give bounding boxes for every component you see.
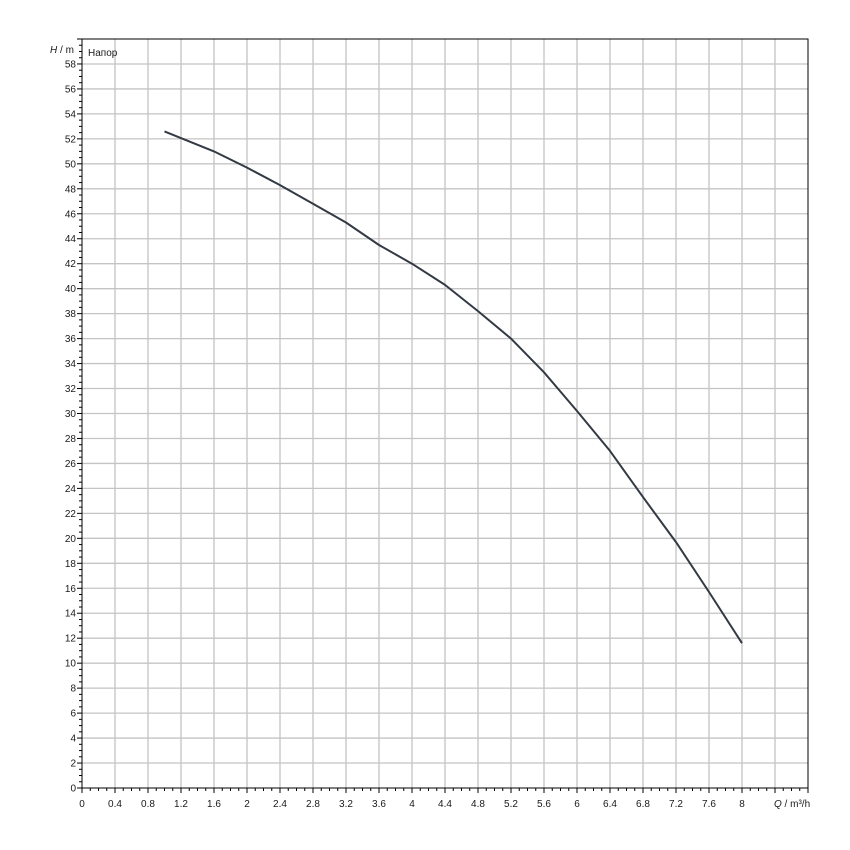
y-tick-label: 56 (65, 84, 77, 95)
x-tick-label: 3.6 (372, 799, 386, 810)
x-tick-label: 2.8 (306, 799, 320, 810)
y-tick-label: 42 (65, 259, 77, 270)
x-tick-label: 5.2 (504, 799, 518, 810)
grid (82, 39, 808, 788)
y-tick-label: 20 (65, 534, 77, 545)
y-tick-label: 24 (65, 484, 77, 495)
ticks: 0 0.4 0.8 1.2 1.6 2 2.4 2.8 3.2 3.6 4 4.4 4.8 5.2 5.6 6… (65, 38, 809, 810)
y-tick-label: 2 (70, 759, 76, 770)
y-tick-label: 40 (65, 284, 77, 295)
x-tick-label: 1.6 (207, 799, 221, 810)
y-tick-label: 16 (65, 584, 77, 595)
y-tick-label: 52 (65, 134, 77, 145)
y-tick-label: 36 (65, 334, 77, 345)
y-tick-label: 58 (65, 59, 77, 70)
x-tick-label: 0.8 (141, 799, 155, 810)
x-tick-label: 6 (574, 799, 580, 810)
y-tick-label: 22 (65, 509, 77, 520)
x-tick-label: 2.4 (273, 799, 287, 810)
head-curve-line (164, 130, 743, 644)
y-tick-label: 32 (65, 384, 77, 395)
y-tick-label: 54 (65, 109, 77, 120)
x-tick-label: 8 (739, 799, 745, 810)
y-tick-label: 18 (65, 559, 77, 570)
y-tick-label: 34 (65, 359, 77, 370)
x-tick-label: 7.2 (669, 799, 683, 810)
x-axis-label: Q / m³/h (774, 799, 810, 810)
x-tick-label: 0 (79, 799, 85, 810)
x-tick-label: 6.4 (603, 799, 617, 810)
y-tick-label: 28 (65, 434, 77, 445)
y-tick-label: 44 (65, 234, 77, 245)
y-tick-label: 12 (65, 634, 77, 645)
x-tick-label: 3.2 (339, 799, 353, 810)
x-axis-symbol: Q (774, 799, 782, 810)
y-tick-label: 8 (70, 684, 76, 695)
x-tick-label: 7.6 (702, 799, 716, 810)
y-axis-symbol: H (50, 45, 58, 56)
y-axis-label: H / m (50, 45, 74, 56)
x-tick-label: 4.4 (438, 799, 452, 810)
y-tick-label: 30 (65, 409, 77, 420)
series (164, 130, 743, 644)
x-tick-label: 4.8 (471, 799, 485, 810)
x-tick-label: 1.2 (174, 799, 188, 810)
x-tick-label: 2 (244, 799, 250, 810)
y-tick-label: 50 (65, 159, 77, 170)
legend-label: Напор (88, 48, 118, 59)
y-tick-label: 26 (65, 459, 77, 470)
y-tick-label: 4 (70, 734, 76, 745)
x-tick-label: 5.6 (537, 799, 551, 810)
x-tick-label: 0.4 (108, 799, 122, 810)
x-axis-unit: m³/h (790, 799, 810, 810)
y-tick-label: 46 (65, 209, 77, 220)
y-tick-label: 48 (65, 184, 77, 195)
x-tick-label: 4 (409, 799, 415, 810)
y-tick-label: 38 (65, 309, 77, 320)
y-axis-unit: m (66, 45, 74, 56)
x-tick-label: 6.8 (636, 799, 650, 810)
y-tick-label: 6 (70, 709, 76, 720)
y-tick-label: 14 (65, 609, 77, 620)
y-tick-label: 10 (65, 659, 77, 670)
plot-frame (81, 38, 809, 789)
y-tick-label: 0 (70, 784, 76, 795)
